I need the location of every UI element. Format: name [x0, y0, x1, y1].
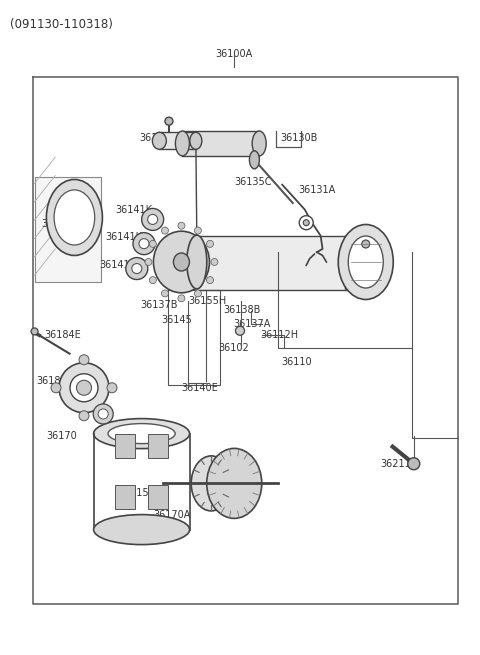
Ellipse shape: [59, 363, 109, 413]
Ellipse shape: [93, 404, 113, 424]
Text: 36112H: 36112H: [261, 330, 299, 341]
Ellipse shape: [133, 233, 155, 255]
Text: 36138B: 36138B: [224, 305, 261, 315]
Bar: [159, 132, 196, 149]
Ellipse shape: [149, 276, 156, 284]
Ellipse shape: [108, 424, 175, 443]
Ellipse shape: [47, 179, 102, 255]
Ellipse shape: [154, 231, 209, 293]
Ellipse shape: [194, 227, 202, 234]
Ellipse shape: [107, 383, 117, 393]
Text: 36170A: 36170A: [153, 510, 191, 521]
Text: 36146A: 36146A: [220, 468, 258, 478]
Text: 36131A: 36131A: [298, 185, 336, 195]
Ellipse shape: [79, 411, 89, 421]
Text: 36155H: 36155H: [188, 296, 227, 307]
Ellipse shape: [211, 259, 218, 265]
Text: 36170: 36170: [46, 430, 77, 441]
Ellipse shape: [126, 257, 148, 280]
Ellipse shape: [206, 276, 214, 284]
Ellipse shape: [51, 383, 61, 393]
Ellipse shape: [348, 236, 383, 288]
Ellipse shape: [132, 263, 142, 274]
Ellipse shape: [76, 381, 92, 395]
Text: 36141K: 36141K: [105, 232, 143, 242]
Text: 36145: 36145: [161, 314, 192, 325]
Ellipse shape: [408, 458, 420, 470]
Ellipse shape: [145, 259, 152, 265]
Bar: [148, 434, 168, 458]
Text: 36184E: 36184E: [44, 330, 81, 341]
Text: 36141K: 36141K: [115, 204, 152, 215]
Ellipse shape: [338, 225, 393, 299]
Ellipse shape: [31, 328, 38, 335]
Text: 36140E: 36140E: [181, 383, 217, 393]
Ellipse shape: [207, 449, 262, 518]
Ellipse shape: [303, 219, 309, 226]
Text: 36137A: 36137A: [233, 319, 271, 329]
Text: 36141K: 36141K: [99, 259, 136, 270]
Ellipse shape: [252, 131, 266, 156]
Text: 36102: 36102: [218, 343, 249, 354]
Ellipse shape: [70, 374, 98, 402]
Ellipse shape: [173, 253, 190, 271]
Ellipse shape: [206, 240, 214, 248]
Bar: [148, 485, 168, 509]
Ellipse shape: [194, 290, 202, 297]
Text: 36135C: 36135C: [235, 177, 272, 187]
Ellipse shape: [165, 117, 173, 125]
Ellipse shape: [191, 456, 231, 511]
Text: 36211: 36211: [381, 458, 411, 469]
Bar: [115, 434, 135, 458]
Ellipse shape: [94, 419, 190, 449]
Text: 36130B: 36130B: [280, 132, 317, 143]
Ellipse shape: [250, 151, 259, 169]
Text: 36137B: 36137B: [141, 299, 178, 310]
Text: 36127A: 36127A: [140, 132, 177, 143]
Text: 36110: 36110: [281, 356, 312, 367]
Text: 36100A: 36100A: [216, 48, 253, 59]
Ellipse shape: [187, 235, 207, 289]
Ellipse shape: [142, 208, 164, 231]
Text: 36150: 36150: [125, 487, 156, 498]
Ellipse shape: [190, 132, 202, 149]
Ellipse shape: [178, 295, 185, 302]
Text: 36139: 36139: [41, 219, 72, 229]
Polygon shape: [35, 177, 101, 282]
Text: 36120: 36120: [193, 142, 224, 153]
Ellipse shape: [54, 190, 95, 245]
Ellipse shape: [161, 290, 168, 297]
Ellipse shape: [152, 132, 167, 149]
Bar: [182, 131, 259, 156]
Ellipse shape: [161, 227, 168, 234]
Bar: [115, 485, 135, 509]
Ellipse shape: [139, 238, 149, 249]
Text: (091130-110318): (091130-110318): [10, 18, 112, 31]
Polygon shape: [346, 236, 379, 290]
Ellipse shape: [149, 240, 156, 248]
Ellipse shape: [362, 240, 370, 248]
Text: 36183: 36183: [36, 376, 67, 386]
Ellipse shape: [236, 326, 244, 335]
Ellipse shape: [148, 214, 157, 225]
Ellipse shape: [175, 131, 190, 156]
Ellipse shape: [299, 215, 313, 230]
Ellipse shape: [178, 222, 185, 229]
Ellipse shape: [98, 409, 108, 419]
Bar: [197, 236, 346, 290]
Ellipse shape: [79, 355, 89, 365]
Ellipse shape: [94, 515, 190, 544]
